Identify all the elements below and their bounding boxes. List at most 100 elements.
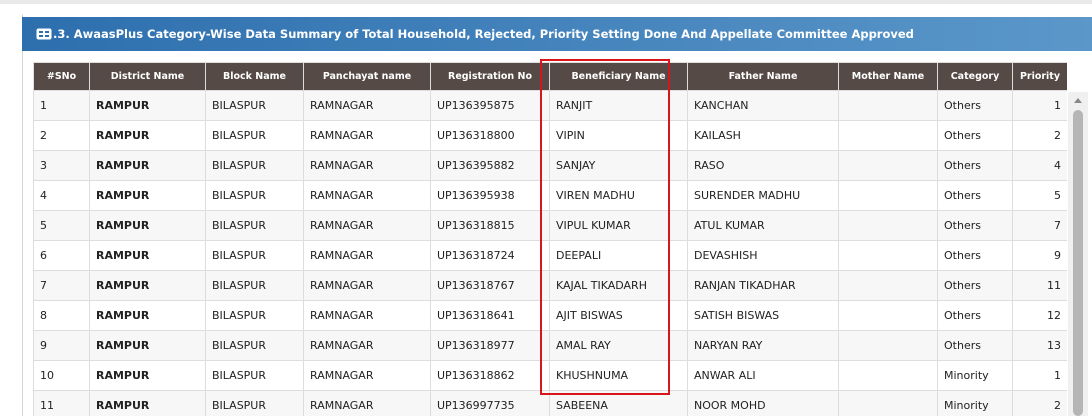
- table-cell: RAMPUR: [89, 90, 206, 121]
- table-cell: RAMPUR: [89, 270, 206, 301]
- table-cell: Others: [937, 330, 1013, 361]
- table-cell: 1: [33, 90, 90, 121]
- table-cell: RAMNAGAR: [303, 90, 431, 121]
- table-cell: 13: [1012, 330, 1067, 361]
- table-cell: BILASPUR: [205, 330, 304, 361]
- header-row: #SNo District Name Block Name Panchayat nam…: [33, 62, 1067, 91]
- table-cell: Minority: [937, 360, 1013, 391]
- table-cell: BILASPUR: [205, 150, 304, 181]
- table-cell: 11: [1012, 270, 1067, 301]
- table-cell: RAMNAGAR: [303, 390, 431, 416]
- table-cell: SATISH BISWAS: [687, 300, 839, 331]
- table-cell: RANJIT: [549, 90, 688, 121]
- table-cell: [838, 240, 938, 271]
- table-cell: 2: [1012, 120, 1067, 151]
- table-cell: RAMPUR: [89, 120, 206, 151]
- table-body: 1 RAMPUR BILASPUR RAMNAGAR UP136395875 RANJIT…: [33, 90, 1067, 416]
- table-cell: RAMNAGAR: [303, 180, 431, 211]
- table-cell: RAMNAGAR: [303, 300, 431, 331]
- table-cell: RAMNAGAR: [303, 210, 431, 241]
- table-cell: BILASPUR: [205, 120, 304, 151]
- column-header: Panchayat name: [303, 62, 431, 91]
- table-cell: [838, 360, 938, 391]
- table-cell: BILASPUR: [205, 390, 304, 416]
- table-cell: 8: [33, 300, 90, 331]
- table-cell: BILASPUR: [205, 300, 304, 331]
- table-cell: BILASPUR: [205, 240, 304, 271]
- scrollbar-thumb[interactable]: [1073, 110, 1083, 416]
- table-cell: 3: [33, 150, 90, 181]
- table-cell: Others: [937, 300, 1013, 331]
- table-cell: KHUSHNUMA: [549, 360, 688, 391]
- table-cell: Others: [937, 90, 1013, 121]
- table-cell: Others: [937, 270, 1013, 301]
- table-cell: RAMPUR: [89, 150, 206, 181]
- table-cell: [838, 120, 938, 151]
- column-header: Priority: [1012, 62, 1067, 91]
- table-cell: RAMNAGAR: [303, 240, 431, 271]
- table-cell: [838, 330, 938, 361]
- panel-title: .3. AwaasPlus Category-Wise Data Summary…: [53, 27, 914, 41]
- table-cell: SURENDER MADHU: [687, 180, 839, 211]
- table-cell: SANJAY: [549, 150, 688, 181]
- panel: [22, 14, 1092, 416]
- table-cell: 4: [33, 180, 90, 211]
- table-cell: 2: [1012, 390, 1067, 416]
- table-cell: RAMPUR: [89, 360, 206, 391]
- scroll-up-arrow[interactable]: [1068, 93, 1088, 107]
- column-header: Registration No: [430, 62, 550, 91]
- table-row: 7 RAMPUR BILASPUR RAMNAGAR UP136318767 KAJAL …: [33, 270, 1067, 301]
- table-cell: VIPUL KUMAR: [549, 210, 688, 241]
- table-cell: UP136997735: [430, 390, 550, 416]
- table-row: 1 RAMPUR BILASPUR RAMNAGAR UP136395875 RANJIT…: [33, 90, 1067, 121]
- table-cell: RAMNAGAR: [303, 330, 431, 361]
- table-cell: [838, 270, 938, 301]
- table-cell: KANCHAN: [687, 90, 839, 121]
- table-cell: UP136395938: [430, 180, 550, 211]
- top-line: [0, 0, 1092, 4]
- table-cell: 5: [33, 210, 90, 241]
- table-cell: DEEPALI: [549, 240, 688, 271]
- column-header: Category: [937, 62, 1013, 91]
- table-cell: BILASPUR: [205, 360, 304, 391]
- column-header: Block Name: [205, 62, 304, 91]
- table-cell: Others: [937, 120, 1013, 151]
- table-cell: [838, 300, 938, 331]
- table-cell: NARYAN RAY: [687, 330, 839, 361]
- table-cell: BILASPUR: [205, 90, 304, 121]
- column-header: Father Name: [687, 62, 839, 91]
- table-row: 5 RAMPUR BILASPUR RAMNAGAR UP136318815 VIPUL …: [33, 210, 1067, 241]
- table-cell: RAMPUR: [89, 330, 206, 361]
- table-cell: 12: [1012, 300, 1067, 331]
- table-row: 9 RAMPUR BILASPUR RAMNAGAR UP136318977 AMAL R…: [33, 330, 1067, 361]
- table-cell: BILASPUR: [205, 270, 304, 301]
- table-cell: 9: [33, 330, 90, 361]
- table-row: 2 RAMPUR BILASPUR RAMNAGAR UP136318800 VIPIN K…: [33, 120, 1067, 151]
- table-row: 8 RAMPUR BILASPUR RAMNAGAR UP136318641 AJIT B…: [33, 300, 1067, 331]
- table-cell: UP136395882: [430, 150, 550, 181]
- table-cell: RAMPUR: [89, 390, 206, 416]
- table-cell: 2: [33, 120, 90, 151]
- table-cell: UP136318862: [430, 360, 550, 391]
- table-cell: 11: [33, 390, 90, 416]
- table-cell: UP136318977: [430, 330, 550, 361]
- panel-header: .3. AwaasPlus Category-Wise Data Summary…: [22, 17, 1092, 51]
- column-header: Beneficiary Name: [549, 62, 688, 91]
- table-cell: UP136318800: [430, 120, 550, 151]
- table-cell: Others: [937, 180, 1013, 211]
- table-cell: RAMPUR: [89, 300, 206, 331]
- table-cell: RAMNAGAR: [303, 270, 431, 301]
- table-cell: RAMNAGAR: [303, 360, 431, 391]
- table-cell: RANJAN TIKADHAR: [687, 270, 839, 301]
- table-cell: ATUL KUMAR: [687, 210, 839, 241]
- table-cell: 1: [1012, 90, 1067, 121]
- table-row: 4 RAMPUR BILASPUR RAMNAGAR UP136395938 VIREN …: [33, 180, 1067, 211]
- table-cell: [838, 180, 938, 211]
- table-cell: RAMPUR: [89, 180, 206, 211]
- table-cell: ANWAR ALI: [687, 360, 839, 391]
- table-cell: AJIT BISWAS: [549, 300, 688, 331]
- table-row: 6 RAMPUR BILASPUR RAMNAGAR UP136318724 DEEPAL…: [33, 240, 1067, 271]
- table-cell: NOOR MOHD: [687, 390, 839, 416]
- table-cell: KAILASH: [687, 120, 839, 151]
- table-cell: UP136318815: [430, 210, 550, 241]
